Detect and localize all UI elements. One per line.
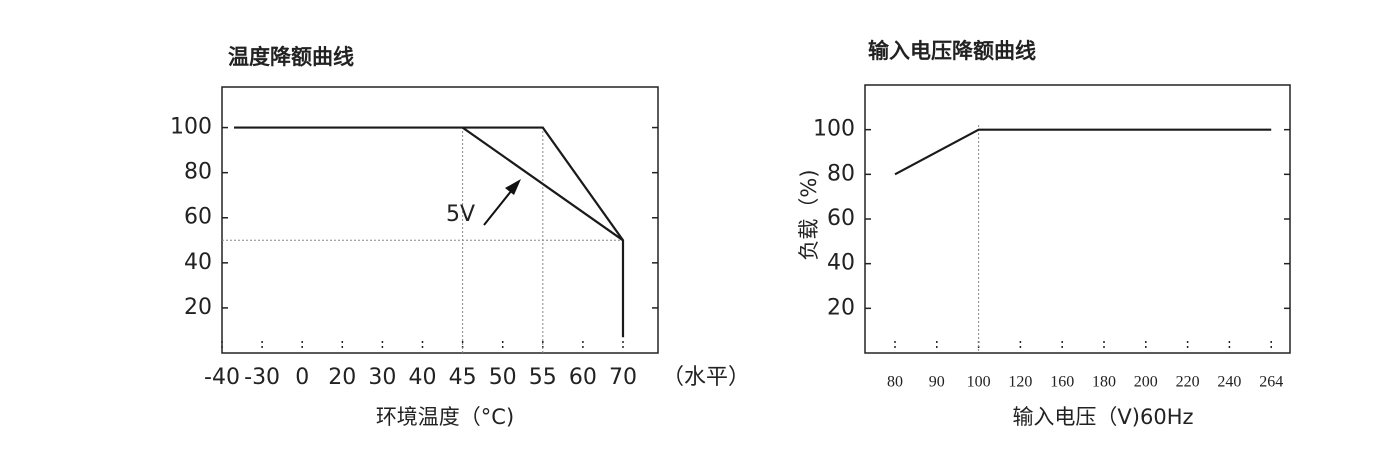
- x-tick-label: -40: [204, 365, 240, 390]
- x-tick-label: 60: [569, 365, 597, 390]
- x-tick-label: 160: [1050, 374, 1074, 391]
- x-tick-label: 45: [449, 365, 477, 390]
- y-tick-label: 80: [827, 161, 855, 186]
- y-tick-label: 40: [184, 250, 212, 275]
- x-tick-label: 90: [929, 374, 945, 391]
- x-tick-label: 30: [368, 365, 396, 390]
- data-line: [461, 126, 624, 242]
- annotation-arrowhead: [505, 179, 521, 195]
- data-line: [894, 128, 1272, 176]
- y-tick-label: 20: [827, 295, 855, 320]
- x-tick-label: 20: [328, 365, 356, 390]
- y-tick-label: 80: [184, 160, 212, 185]
- x-tick-label: 120: [1008, 374, 1032, 391]
- y-tick-label: 40: [827, 251, 855, 276]
- y-tick-label: 100: [170, 115, 212, 140]
- x-tick-label: 264: [1259, 374, 1283, 391]
- x-tick-label: 240: [1217, 374, 1241, 391]
- x-unit-label: （水平）: [662, 365, 750, 390]
- x-tick-label: 100: [967, 374, 991, 391]
- y-tick-label: 60: [184, 205, 212, 230]
- x-tick-label: 180: [1092, 374, 1116, 391]
- y-tick-label: 20: [184, 295, 212, 320]
- x-tick-label: 40: [409, 365, 437, 390]
- x-tick-label: 50: [489, 365, 517, 390]
- annotation-arrow: [483, 189, 513, 226]
- x-tick-label: 70: [609, 365, 637, 390]
- y-tick-label: 60: [827, 206, 855, 231]
- annotation: 5V: [446, 202, 475, 227]
- plot-frame: [864, 84, 1291, 354]
- x-tick-label: 80: [887, 374, 903, 391]
- plot-frame: [221, 86, 659, 354]
- chart-title: 温度降额曲线: [228, 45, 354, 69]
- y-axis-label: 负载（%): [797, 169, 821, 260]
- x-axis-label: 输入电压（V)60Hz: [1012, 405, 1193, 429]
- data-line: [234, 126, 625, 338]
- x-tick-label: 220: [1176, 374, 1200, 391]
- x-axis-label: 环境温度（°C): [376, 405, 514, 429]
- x-tick-label: -30: [244, 365, 280, 390]
- chart-title: 输入电压降额曲线: [868, 39, 1036, 63]
- x-tick-label: 55: [529, 365, 557, 390]
- x-tick-label: 200: [1134, 374, 1158, 391]
- y-tick-label: 100: [813, 117, 855, 142]
- x-tick-label: 0: [295, 365, 309, 390]
